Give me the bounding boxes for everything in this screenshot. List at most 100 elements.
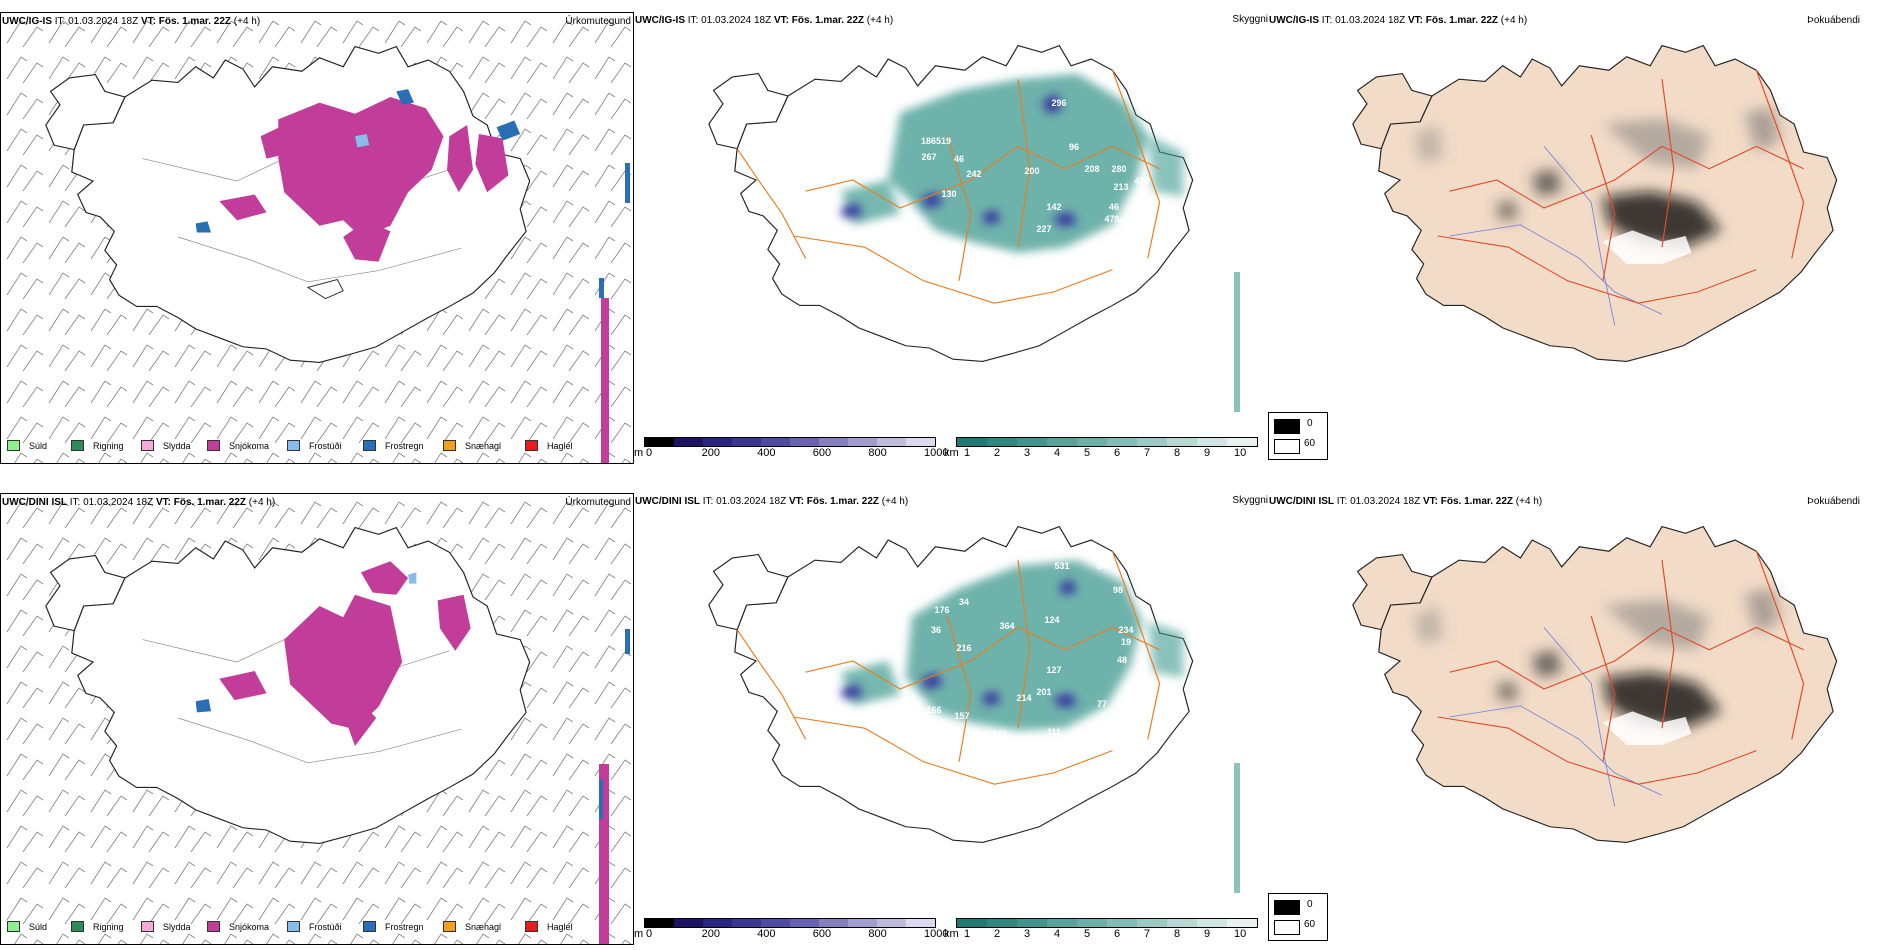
colorbar-cell: [790, 919, 819, 927]
colorbar-cell: [1107, 919, 1137, 927]
colorbar-cell: [1107, 438, 1137, 446]
colorbar-cell: [674, 438, 703, 446]
colorbar-tick-label: 200: [701, 928, 720, 940]
visibility-value-label: 127: [1046, 665, 1061, 675]
colorbar-cell: [732, 919, 761, 927]
precip-panel-top: UWC/IG-IS IT: 01.03.2024 18Z VT: Fös. 1.…: [0, 12, 634, 464]
visibility-value-label: 141: [898, 721, 913, 731]
visibility-value-label: 147: [944, 242, 959, 252]
colorbar-tick-label: 2: [994, 447, 1001, 459]
vis-labels: 296 96 186519 267 46 200 208 242 130 280 480 213 46 4…: [901, 98, 1150, 270]
legend-swatch: [207, 921, 220, 932]
colorbar-tick-label: 4: [1054, 447, 1061, 459]
visibility-value-label: 208: [1084, 164, 1099, 174]
colorbar-cell: [761, 438, 790, 446]
fog-swatch-0: [1274, 419, 1300, 434]
colorbar-cell: [703, 438, 732, 446]
visibility-value-label: 96: [1069, 142, 1079, 152]
colorbar-tick-label: 0: [646, 928, 653, 940]
visibility-value-label: 480: [1134, 176, 1149, 186]
colorbar-tick-label: 5: [1084, 447, 1091, 459]
colorbar-tick-label: 0: [646, 447, 653, 459]
elevation-colorbar: m 0 200 400 600 800 1000: [634, 437, 948, 464]
visibility-value-label: 111: [1047, 727, 1061, 737]
visibility-value-label: 213: [1113, 182, 1128, 192]
colorbar-tick-label: 400: [757, 928, 776, 940]
panel-title: Úrkomutegund: [565, 16, 631, 27]
panel-title: Þokuábendi: [1807, 15, 1860, 26]
colorbar-cell: [1047, 438, 1077, 446]
legend-swatch: [525, 921, 538, 932]
legend-swatch: [71, 440, 84, 451]
colorbar-tick-label: 1: [964, 928, 971, 940]
legend-swatch: [525, 440, 538, 451]
visibility-value-label: 234: [1118, 625, 1133, 635]
colorbar-cell: [987, 438, 1017, 446]
visibility-value-label: 130: [941, 189, 956, 199]
visibility-unit: km: [944, 928, 959, 940]
colorbar-cell: [1077, 438, 1107, 446]
visibility-bar: [956, 437, 1258, 447]
precip-panel-bottom: UWC/DINI ISL IT: 01.03.2024 18Z VT: Fös.…: [0, 493, 634, 945]
visibility-value-label: 214: [1016, 693, 1031, 703]
visibility-value-label: 157: [954, 711, 969, 721]
panel-title: Skyggni: [1232, 14, 1268, 25]
colorbar-cell: [674, 919, 703, 927]
colorbar-tick-label: 3: [1024, 928, 1031, 940]
colorbar-cell: [819, 438, 848, 446]
colorbar-tick-label: 7: [1144, 447, 1151, 459]
visibility-value-label: 296: [1051, 98, 1066, 108]
legend-swatch: [287, 921, 300, 932]
colorbar-cell: [906, 919, 935, 927]
visibility-value-label: 46: [1109, 202, 1119, 212]
colorbar-cell: [957, 919, 987, 927]
visibility-value-label: 531: [1054, 561, 1069, 571]
fog-label-60: 60: [1304, 438, 1316, 449]
precip-legend: Súld Rigning Slydda Snjókoma Frostúði Fr…: [7, 921, 627, 935]
legend-swatch: [141, 440, 154, 451]
colorbar-cell: [1197, 438, 1227, 446]
precip-map: [1, 13, 633, 463]
colorbar-tick-label: 6: [1114, 928, 1121, 940]
visibility-value-label: 186519: [921, 136, 951, 146]
panel-header: UWC/IG-IS IT: 01.03.2024 18Z VT: Fös. 1.…: [2, 16, 261, 27]
colorbar-cell: [1197, 919, 1227, 927]
colorbar-tick-label: 800: [868, 928, 887, 940]
visibility-colorbar: km 1 2 3 4 5 6 7 8 9 10: [944, 918, 1264, 945]
legend-swatch: [363, 921, 376, 932]
fog-legend: 0 60: [1268, 412, 1328, 460]
elevation-bar: [644, 918, 936, 928]
legend-swatch: [7, 921, 20, 932]
colorbar-tick-label: 5: [1084, 928, 1091, 940]
elevation-unit: m: [634, 447, 644, 459]
colorbar-cell: [906, 438, 935, 446]
legend-swatch: [7, 440, 20, 451]
legend-swatch: [71, 921, 84, 932]
fog-swatch-60: [1274, 920, 1300, 935]
visibility-value-label: 478: [1104, 214, 1119, 224]
colorbar-tick-label: 3: [1024, 447, 1031, 459]
panel-header: UWC/DINI ISL IT: 01.03.2024 18Z VT: Fös.…: [1269, 496, 1543, 507]
visibility-colorbar: km 1 2 3 4 5 6 7 8 9 10: [944, 437, 1264, 464]
elevation-colorbar: m 0 200 400 600 800 1000: [634, 918, 948, 945]
panel-header: UWC/DINI ISL IT: 01.03.2024 18Z VT: Fös.…: [635, 496, 909, 507]
colorbar-cell: [1167, 919, 1197, 927]
legend-swatch: [443, 921, 456, 932]
precip-legend: Súld Rigning Slydda Snjókoma Frostúði Fr…: [7, 440, 627, 454]
colorbar-cell: [1167, 438, 1197, 446]
colorbar-cell: [1227, 438, 1257, 446]
visibility-value-label: 242: [966, 169, 981, 179]
fog-map: [1352, 526, 1838, 844]
colorbar-tick-label: 6: [1114, 447, 1121, 459]
visibility-value-label: 19: [1121, 637, 1131, 647]
vis-labels: 531 844 98 176 34 36 364 124 234 19 216 48 127 201 141…: [881, 561, 1134, 741]
colorbar-tick-label: 10: [1234, 447, 1247, 459]
visibility-value-label: 98: [881, 717, 891, 727]
visibility-value-label: 844: [1096, 561, 1111, 571]
colorbar-cell: [1227, 919, 1257, 927]
visibility-value-label: 201: [1036, 687, 1051, 697]
colorbar-tick-label: 1000: [924, 928, 949, 940]
visibility-value-label: 364: [999, 621, 1014, 631]
visibility-value-label: 142: [1046, 202, 1061, 212]
colorbar-cell: [1077, 919, 1107, 927]
